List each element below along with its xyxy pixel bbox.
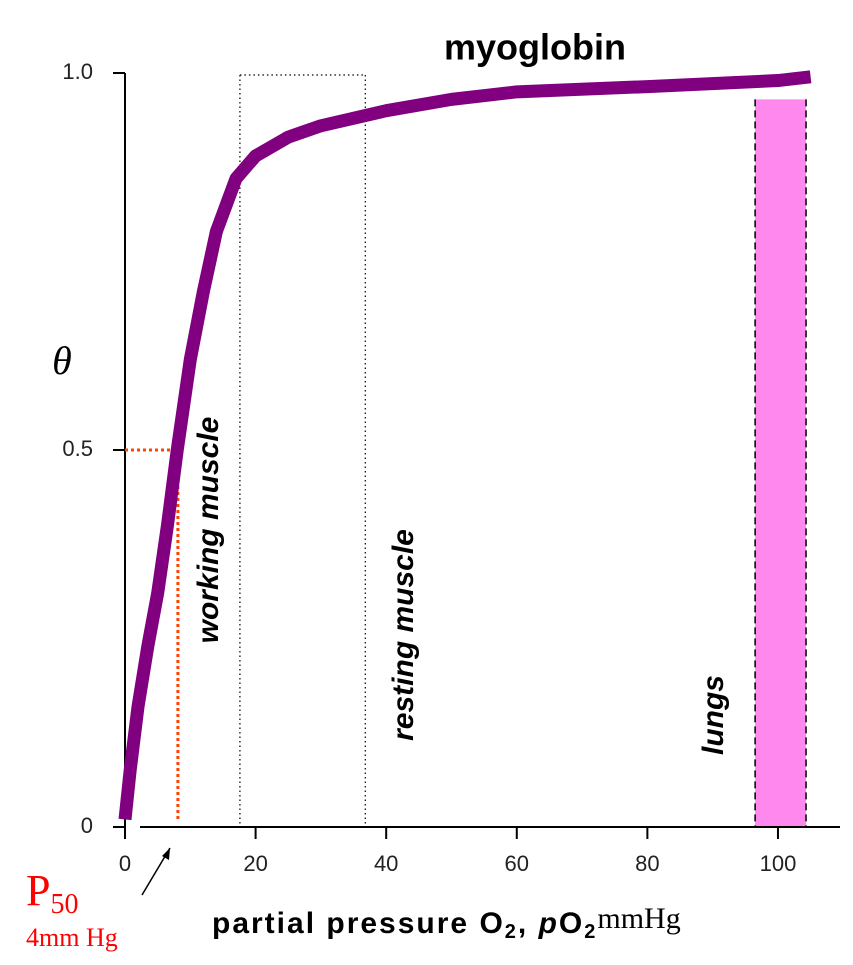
lungs-band xyxy=(755,99,807,827)
x-label-part: 2 xyxy=(584,921,597,943)
x-label-part: , xyxy=(518,907,539,940)
x-tick-label: 80 xyxy=(635,851,659,876)
x-tick-label: 0 xyxy=(119,851,131,876)
x-tick-label: 100 xyxy=(760,851,797,876)
x-label-part: mmHg xyxy=(597,902,680,935)
region-label: working muscle xyxy=(192,417,225,644)
chart-title: myoglobin xyxy=(444,27,626,68)
p50-sub: 50 xyxy=(50,889,78,920)
x-tick-label: 40 xyxy=(374,851,398,876)
saturation-curve xyxy=(118,70,812,821)
x-label-part: p xyxy=(538,907,559,940)
region-label: lungs xyxy=(697,675,730,755)
p50-arrowhead xyxy=(162,848,170,860)
x-label-part: O xyxy=(559,907,584,940)
p50-note: 4mm Hg xyxy=(26,923,118,952)
x-tick-label: 60 xyxy=(505,851,529,876)
p50-main: P xyxy=(26,866,50,915)
y-tick-label: 0 xyxy=(81,813,93,838)
y-tick-label: 0.5 xyxy=(62,436,93,461)
y-tick-label: 1.0 xyxy=(62,59,93,84)
region-label: resting muscle xyxy=(387,529,420,741)
x-tick-label: 20 xyxy=(243,851,267,876)
p50-label: P50 xyxy=(26,866,78,920)
x-label-part: partial pressure O xyxy=(212,907,505,940)
y-axis-label: θ xyxy=(52,338,72,383)
x-label-part: 2 xyxy=(505,921,518,943)
x-axis-label: partial pressure O2, pO2mmHg xyxy=(212,902,681,943)
